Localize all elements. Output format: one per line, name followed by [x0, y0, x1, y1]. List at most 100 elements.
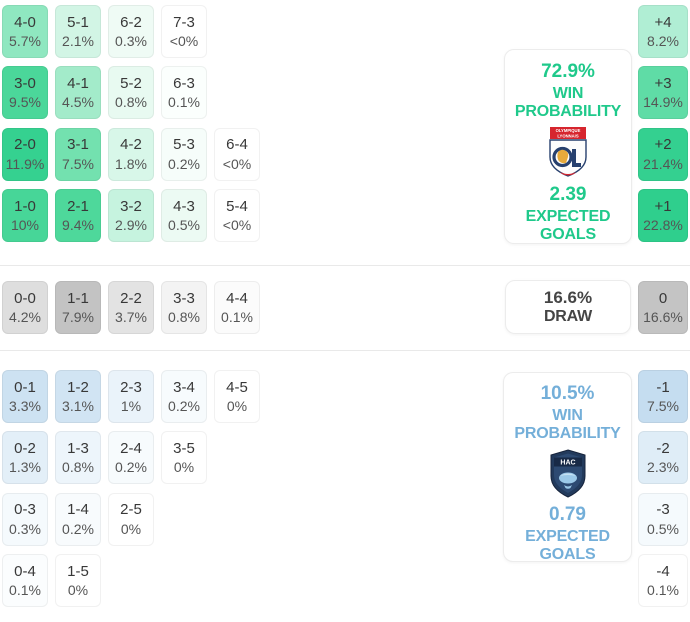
cell-probability: 0.5% [168, 217, 200, 234]
away-win-probability-value: 10.5% [540, 383, 595, 404]
score-cell: 1-3 0.8% [55, 431, 101, 485]
score-cell: 1-0 10% [2, 188, 48, 242]
cell-label: +4 [654, 13, 672, 31]
cell-label: 4-1 [67, 74, 89, 92]
score-cell: 0-3 0.3% [2, 492, 48, 546]
score-cell: 3-1 7.5% [55, 127, 101, 181]
goal-diff-cell: 0 16.6% [638, 281, 688, 334]
cell-probability: 9.4% [62, 217, 94, 234]
away-win-probability-panel: 10.5% WIN PROBABILITY HAC 0.79 EXPECTED … [503, 372, 632, 564]
score-cell: 1-1 7.9% [55, 281, 101, 334]
grid-row: +3 14.9% [638, 66, 688, 120]
away-expected-goals-value: 0.79 [549, 503, 586, 525]
draw-label: DRAW [543, 307, 593, 325]
cell-probability: 0.1% [168, 94, 200, 111]
score-cell: 3-5 0% [161, 431, 207, 485]
svg-text:HAC: HAC [560, 459, 575, 466]
grid-row: 4-0 5.7% 5-1 2.1% 6-2 0.3% 7-3 <0% [2, 5, 260, 58]
home-expected-goals-value: 2.39 [549, 183, 587, 205]
score-cell: 2-5 0% [108, 492, 154, 546]
score-cell: 6-4 <0% [214, 127, 260, 181]
cell-label: 4-0 [14, 13, 36, 31]
cell-probability: 0.1% [647, 582, 679, 599]
score-cell: 7-3 <0% [161, 5, 207, 58]
grid-row: 0-0 4.2% 1-1 7.9% 2-2 3.7% 3-3 0.8% 4-4 0.1% [2, 281, 260, 334]
cell-label: 6-3 [173, 74, 195, 92]
score-cell: 1-2 3.1% [55, 370, 101, 423]
goal-diff-cell: +3 14.9% [638, 66, 688, 120]
cell-label: +3 [654, 74, 672, 92]
cell-label: 4-4 [226, 289, 248, 307]
cell-probability: 0.2% [62, 520, 94, 537]
cell-probability: 1.3% [9, 459, 41, 476]
olympique-lyonnais-crest-icon: OLYMPIQUE LYONNAIS [549, 126, 587, 177]
goal-diff-cell: -2 2.3% [638, 431, 688, 485]
cell-probability: 0.8% [168, 309, 200, 326]
cell-probability: 14.9% [643, 94, 683, 111]
score-cell: 1-4 0.2% [55, 492, 101, 546]
cell-probability: 0.8% [115, 94, 147, 111]
score-cell: 6-3 0.1% [161, 66, 207, 120]
grid-row: 2-0 11.9% 3-1 7.5% 4-2 1.8% 5-3 0.2% 6-4 <0% [2, 127, 260, 181]
cell-probability: <0% [169, 33, 199, 50]
cell-label: 2-5 [120, 501, 142, 519]
score-cell: 2-0 11.9% [2, 127, 48, 181]
cell-label: -2 [656, 439, 670, 457]
cell-probability: 0.8% [62, 459, 94, 476]
score-cell: 2-3 1% [108, 370, 154, 423]
cell-probability: 0.2% [115, 459, 147, 476]
goal-diff-cell: -1 7.5% [638, 370, 688, 423]
cell-probability: 0% [226, 398, 248, 415]
cell-probability: 7.5% [647, 398, 679, 415]
grid-row: 3-0 9.5% 4-1 4.5% 5-2 0.8% 6-3 0.1% [2, 66, 260, 120]
cell-probability: 0.2% [168, 155, 200, 172]
cell-label: 0-2 [14, 439, 36, 457]
cell-probability: 0.1% [9, 582, 41, 599]
cell-probability: <0% [222, 155, 252, 172]
home-win-score-grid: 4-0 5.7% 5-1 2.1% 6-2 0.3% 7-3 <0% 3-0 9.5% 4-1 4.5… [2, 5, 260, 250]
grid-row: -2 2.3% [638, 431, 688, 485]
cell-probability: 0.2% [168, 398, 200, 415]
cell-label: 0-3 [14, 501, 36, 519]
score-cell: 0-2 1.3% [2, 431, 48, 485]
section-divider [0, 265, 690, 266]
cell-label: 0-1 [14, 378, 36, 396]
cell-probability: 0.5% [647, 520, 679, 537]
cell-probability: 9.5% [9, 94, 41, 111]
cell-label: -1 [656, 378, 670, 396]
cell-label: 4-5 [226, 378, 248, 396]
cell-label: 6-4 [226, 136, 248, 154]
score-cell: 3-4 0.2% [161, 370, 207, 423]
score-cell: 5-1 2.1% [55, 5, 101, 58]
cell-label: +2 [654, 136, 672, 154]
cell-probability: 7.9% [62, 309, 94, 326]
cell-probability: 16.6% [643, 309, 683, 326]
cell-label: 0-4 [14, 562, 36, 580]
cell-label: 4-2 [120, 136, 142, 154]
home-win-probability-value: 72.9% [541, 61, 595, 82]
cell-label: 2-1 [67, 197, 89, 215]
goal-diff-box-draw: 0 16.6% [638, 281, 688, 342]
goal-diff-cell: +2 21.4% [638, 127, 688, 181]
away-expected-goals-label: EXPECTED GOALS [525, 527, 610, 564]
hac-le-havre-crest-icon: HAC [550, 449, 585, 498]
cell-label: 3-1 [67, 136, 89, 154]
score-cell: 4-1 4.5% [55, 66, 101, 120]
score-cell: 5-4 <0% [214, 188, 260, 242]
cell-label: 3-5 [173, 439, 195, 457]
home-win-probability-panel: 72.9% WIN PROBABILITY OLYMPIQUE LYONNAIS… [504, 49, 632, 244]
home-expected-goals-label: EXPECTED GOALS [525, 207, 611, 244]
score-cell: 2-2 3.7% [108, 281, 154, 334]
score-cell: 5-2 0.8% [108, 66, 154, 120]
cell-probability: 1.8% [115, 155, 147, 172]
score-cell: 1-5 0% [55, 553, 101, 607]
score-cell: 4-3 0.5% [161, 188, 207, 242]
cell-label: 1-3 [67, 439, 89, 457]
cell-label: 0-0 [14, 289, 36, 307]
svg-text:OLYMPIQUE: OLYMPIQUE [556, 128, 581, 133]
grid-row: +2 21.4% [638, 127, 688, 181]
away-win-score-grid: 0-1 3.3% 1-2 3.1% 2-3 1% 3-4 0.2% 4-5 0% 0-2 1.3% 1-… [2, 370, 260, 615]
cell-probability: 0% [173, 459, 195, 476]
grid-row: 0-2 1.3% 1-3 0.8% 2-4 0.2% 3-5 0% [2, 431, 260, 485]
away-win-probability-label: WIN PROBABILITY [514, 407, 621, 443]
